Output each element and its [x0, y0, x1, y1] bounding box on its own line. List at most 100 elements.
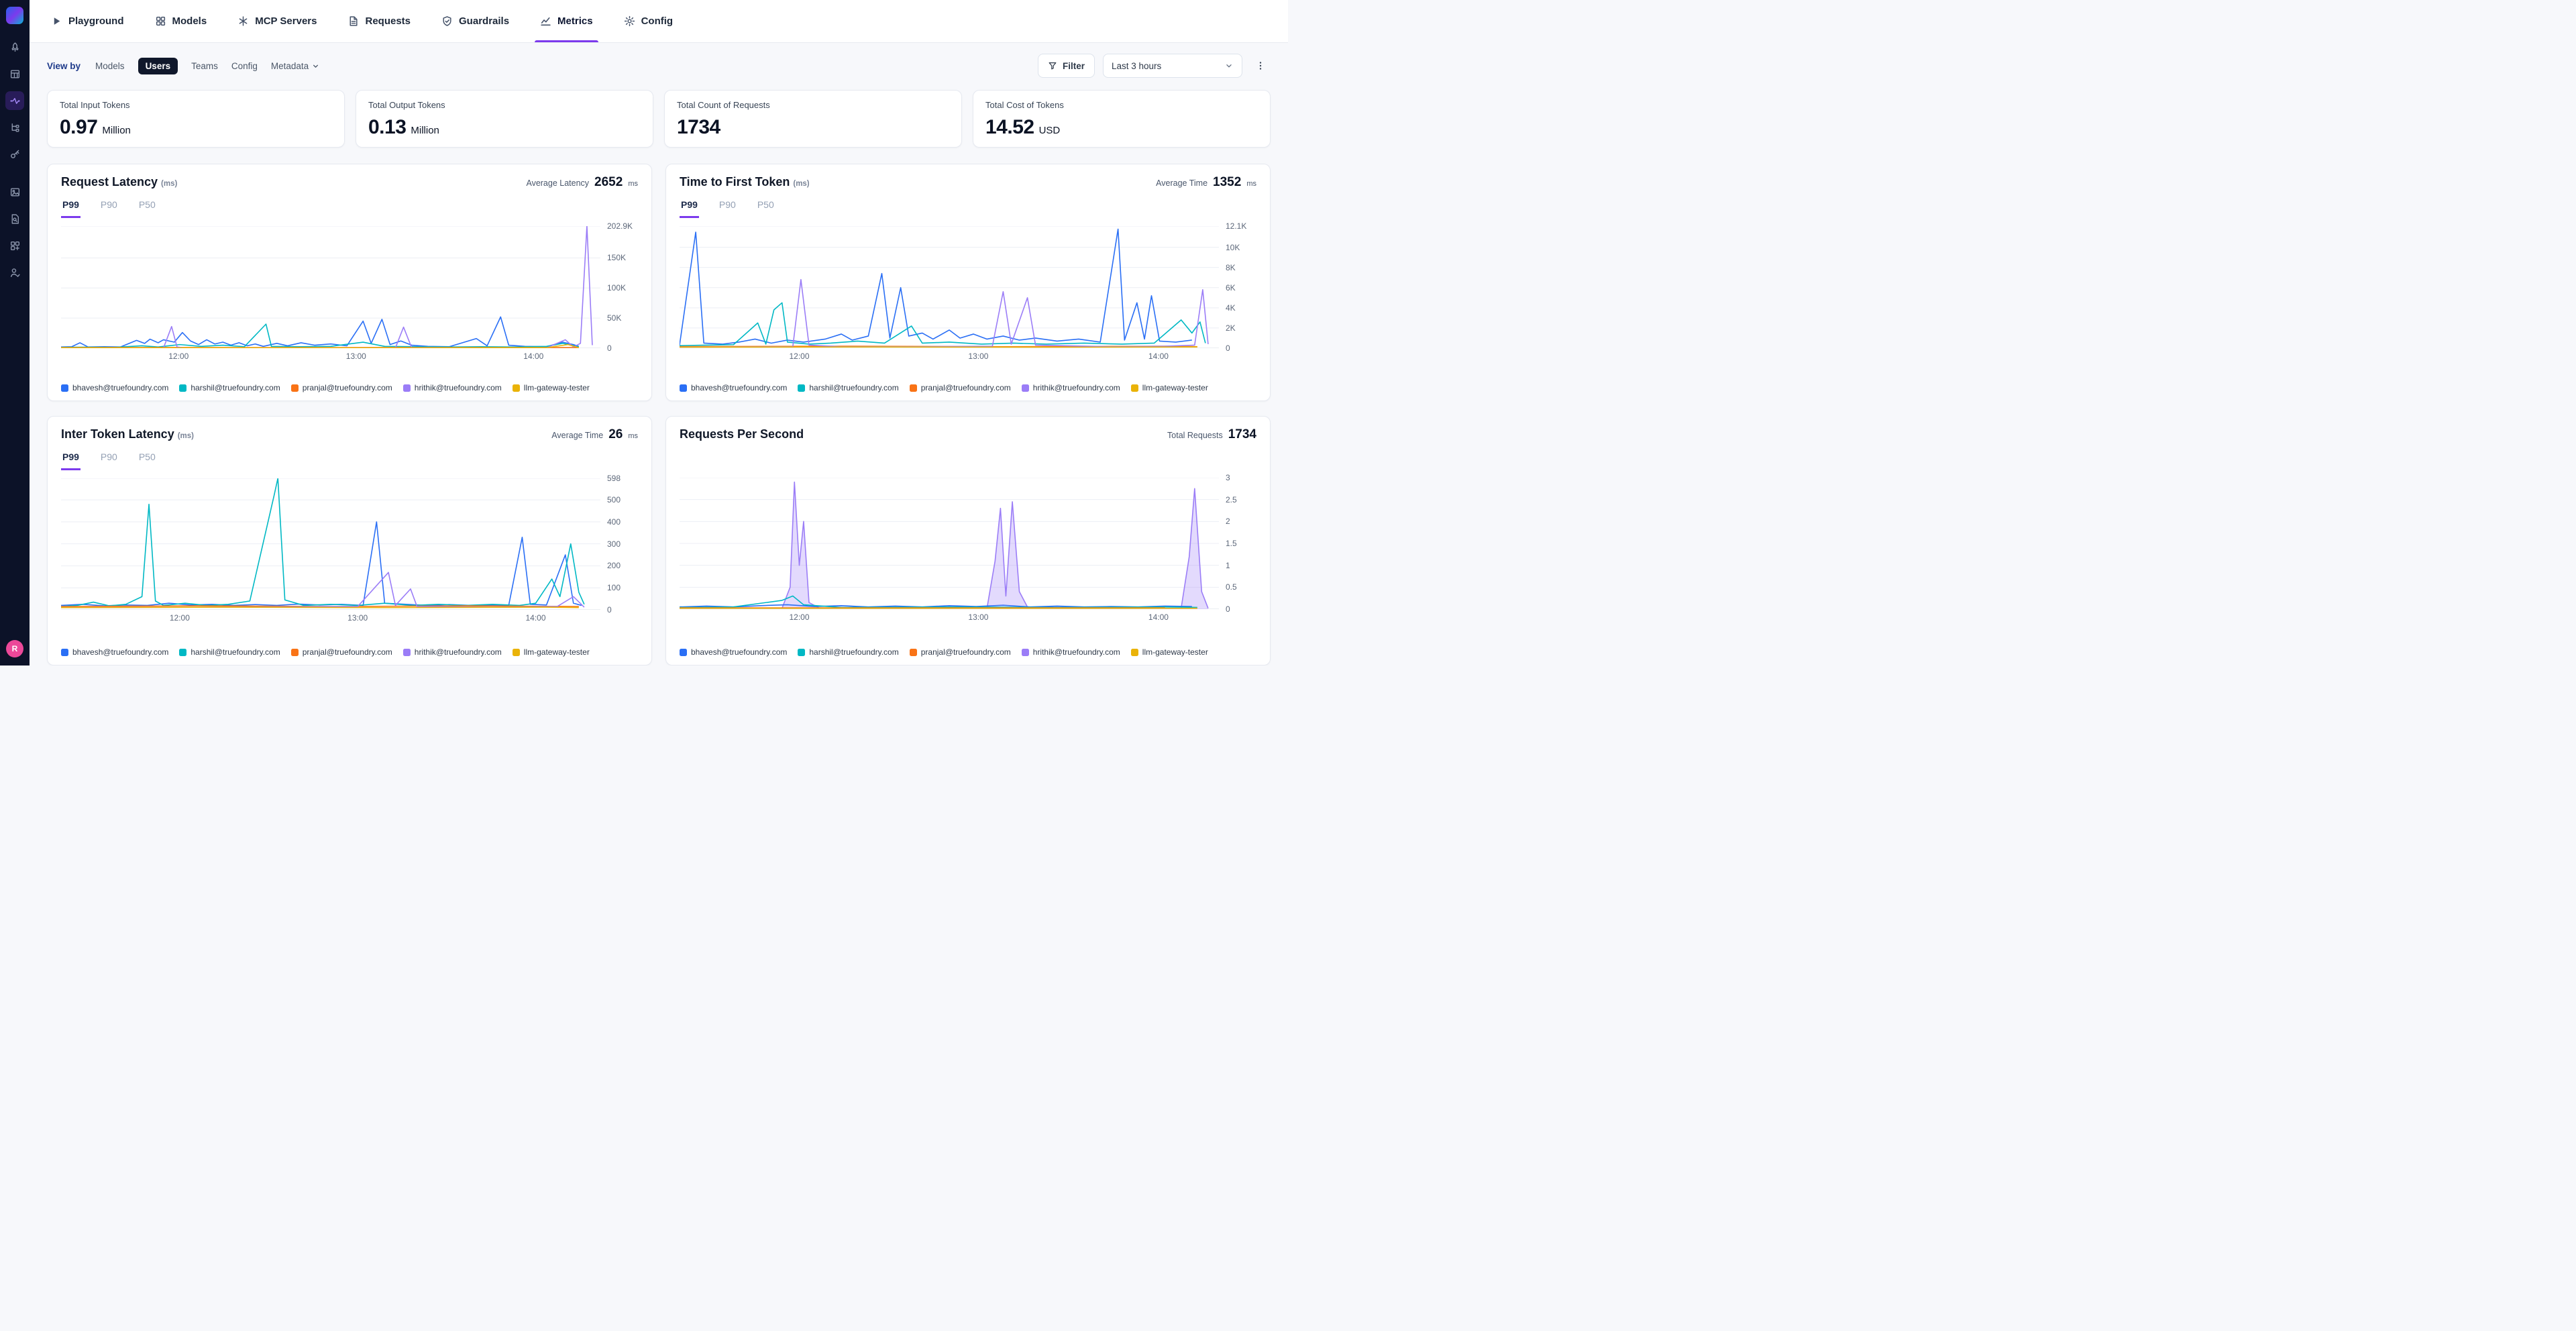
legend-item-pranjal-truefoundry-com[interactable]: pranjal@truefoundry.com	[909, 383, 1011, 392]
tab-p50[interactable]: P50	[757, 199, 774, 210]
legend-item-llm-gateway-tester[interactable]: llm-gateway-tester	[512, 383, 590, 392]
user-check-icon[interactable]	[5, 263, 24, 282]
legend-label: hrithik@truefoundry.com	[1032, 647, 1120, 657]
legend-item-pranjal-truefoundry-com[interactable]: pranjal@truefoundry.com	[290, 383, 392, 392]
filter-bar: View by Models Users Teams Config Metadata F…	[47, 51, 1271, 81]
chart-header: Request Latency (ms) Average Latency 2652 ms	[61, 175, 638, 190]
x-axis: 12:00 13:00 14:00	[680, 609, 1219, 623]
tab-p99[interactable]: P99	[680, 198, 699, 218]
x-axis-label: 12:00	[169, 613, 190, 623]
key-icon[interactable]	[5, 145, 24, 164]
legend-label: bhavesh@truefoundry.com	[72, 647, 169, 657]
shield-icon	[441, 15, 453, 27]
more-options-button[interactable]	[1250, 54, 1271, 78]
nav-tab-guardrails[interactable]: Guardrails	[441, 0, 509, 42]
legend-item-harshil-truefoundry-com[interactable]: harshil@truefoundry.com	[798, 383, 899, 392]
x-axis-label: 14:00	[1148, 613, 1169, 622]
y-axis: 0 2K 4K 6K 8K 10K 12.1K	[1219, 221, 1256, 353]
chevron-down-icon	[1224, 61, 1234, 70]
file-search-icon[interactable]	[5, 209, 24, 228]
legend-label: pranjal@truefoundry.com	[302, 383, 392, 392]
legend-item-llm-gateway-tester[interactable]: llm-gateway-tester	[1130, 647, 1208, 657]
gateway-icon[interactable]	[5, 91, 24, 110]
tab-p90[interactable]: P90	[100, 199, 117, 210]
legend-item-harshil-truefoundry-com[interactable]: harshil@truefoundry.com	[179, 383, 280, 392]
y-axis-label: 3	[1226, 473, 1230, 482]
nav-tab-mcp-servers[interactable]: MCP Servers	[237, 0, 317, 42]
tab-p50[interactable]: P50	[138, 451, 156, 462]
chart-card-request-latency: Request Latency (ms) Average Latency 2652 ms…	[47, 164, 652, 401]
time-range-select[interactable]: Last 3 hours	[1103, 54, 1242, 78]
legend-item-bhavesh-truefoundry-com[interactable]: bhavesh@truefoundry.com	[680, 383, 787, 392]
plot-area: 12:00 13:00 14:00 0 50K 100K 150K 202.9K	[61, 221, 638, 362]
filter-button[interactable]: Filter	[1037, 54, 1095, 78]
chart-icon	[540, 15, 551, 27]
legend-item-hrithik-truefoundry-com[interactable]: hrithik@truefoundry.com	[402, 383, 502, 392]
legend-swatch	[680, 648, 687, 656]
apps-icon[interactable]	[5, 236, 24, 255]
x-axis-label: 12:00	[789, 613, 810, 622]
y-axis-label: 4K	[1226, 303, 1236, 313]
view-by-option-metadata[interactable]: Metadata	[271, 61, 320, 71]
view-by-option-users[interactable]: Users	[138, 57, 178, 74]
nav-tab-label: Requests	[365, 15, 411, 27]
legend-item-bhavesh-truefoundry-com[interactable]: bhavesh@truefoundry.com	[680, 647, 787, 657]
legend-swatch	[290, 384, 299, 392]
legend-item-hrithik-truefoundry-com[interactable]: hrithik@truefoundry.com	[1021, 647, 1120, 657]
tab-p50[interactable]: P50	[138, 199, 156, 210]
legend-item-harshil-truefoundry-com[interactable]: harshil@truefoundry.com	[179, 647, 280, 657]
legend-item-harshil-truefoundry-com[interactable]: harshil@truefoundry.com	[798, 647, 899, 657]
y-axis-label: 10K	[1226, 242, 1240, 252]
x-axis-label: 13:00	[347, 613, 368, 623]
view-by-option-config[interactable]: Config	[231, 60, 258, 71]
metric-value: 26	[608, 427, 623, 441]
nav-tab-config[interactable]: Config	[624, 0, 673, 42]
tab-p99[interactable]: P99	[61, 198, 80, 218]
legend-item-bhavesh-truefoundry-com[interactable]: bhavesh@truefoundry.com	[61, 647, 168, 657]
stat-value: 1734	[677, 116, 720, 138]
y-axis: 0 50K 100K 150K 202.9K	[600, 221, 638, 353]
chart-header: Inter Token Latency (ms) Average Time 26 ms	[61, 427, 638, 442]
nav-tab-playground[interactable]: Playground	[51, 0, 124, 42]
legend-label: llm-gateway-tester	[523, 647, 590, 657]
user-avatar[interactable]: R	[6, 640, 23, 657]
nav-tab-models[interactable]: Models	[155, 0, 207, 42]
x-axis-label: 12:00	[789, 352, 810, 361]
mcp-icon	[237, 15, 249, 27]
funnel-icon	[1048, 61, 1057, 70]
metric-unit: ms	[628, 432, 638, 440]
sidebar-icon-group-bottom	[5, 182, 24, 282]
app-logo[interactable]	[6, 7, 23, 24]
legend-item-llm-gateway-tester[interactable]: llm-gateway-tester	[512, 647, 590, 657]
table-icon[interactable]	[5, 64, 24, 83]
legend-label: harshil@truefoundry.com	[809, 647, 899, 657]
view-by-option-models[interactable]: Models	[95, 60, 125, 71]
image-icon[interactable]	[5, 182, 24, 201]
tab-p90[interactable]: P90	[718, 199, 736, 210]
view-by-option-teams[interactable]: Teams	[191, 60, 218, 71]
legend-item-llm-gateway-tester[interactable]: llm-gateway-tester	[1130, 383, 1208, 392]
legend-item-hrithik-truefoundry-com[interactable]: hrithik@truefoundry.com	[402, 647, 502, 657]
legend-label: hrithik@truefoundry.com	[1032, 383, 1120, 392]
tab-p90[interactable]: P90	[100, 451, 117, 462]
x-axis-label: 14:00	[525, 613, 546, 623]
nav-tab-requests[interactable]: Requests	[347, 0, 411, 42]
metric-label: Average Latency	[526, 178, 590, 188]
legend-item-hrithik-truefoundry-com[interactable]: hrithik@truefoundry.com	[1021, 383, 1120, 392]
y-axis-label: 2K	[1226, 323, 1236, 333]
tab-p99[interactable]: P99	[61, 450, 80, 470]
legend-item-pranjal-truefoundry-com[interactable]: pranjal@truefoundry.com	[290, 647, 392, 657]
metrics-page: View by Models Users Teams Config Metadata F…	[30, 43, 1288, 666]
y-axis-label: 0	[607, 605, 612, 615]
nav-tab-label: MCP Servers	[255, 15, 317, 27]
chart-legend: bhavesh@truefoundry.com harshil@truefound…	[61, 642, 638, 657]
chart-card-requests-per-second: Requests Per Second Total Requests 1734 12:…	[665, 416, 1271, 666]
nav-tab-metrics[interactable]: Metrics	[535, 0, 598, 42]
legend-item-bhavesh-truefoundry-com[interactable]: bhavesh@truefoundry.com	[61, 383, 168, 392]
legend-label: harshil@truefoundry.com	[809, 383, 899, 392]
rocket-icon[interactable]	[5, 38, 24, 56]
y-axis-label: 6K	[1226, 282, 1236, 292]
tree-icon[interactable]	[5, 118, 24, 137]
legend-item-pranjal-truefoundry-com[interactable]: pranjal@truefoundry.com	[909, 647, 1011, 657]
sidebar-icon-group-top	[5, 38, 24, 164]
